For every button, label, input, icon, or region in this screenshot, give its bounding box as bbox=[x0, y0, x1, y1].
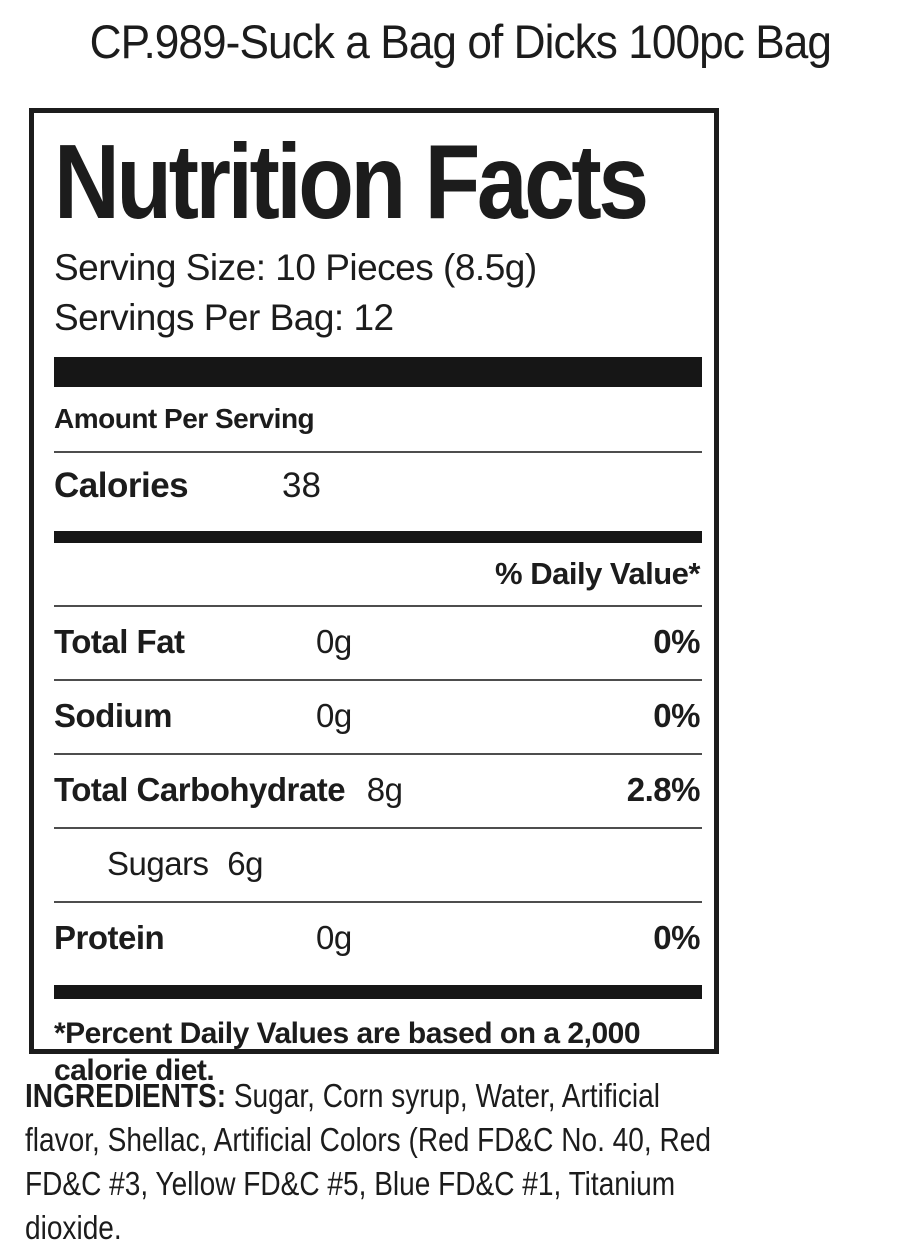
separator-bar-bottom bbox=[54, 984, 702, 999]
daily-value-header: % Daily Value* bbox=[495, 555, 700, 591]
nutrient-name: Sodium bbox=[54, 696, 173, 734]
divider bbox=[54, 752, 702, 755]
calories-row: Calories 38 bbox=[54, 453, 702, 521]
serving-info: Serving Size: 10 Pieces (8.5g) Servings … bbox=[54, 243, 702, 343]
calories-value: 38 bbox=[282, 465, 321, 505]
nutrition-facts-panel: Nutrition Facts Serving Size: 10 Pieces … bbox=[29, 108, 719, 1087]
nutrient-daily-value: 2.8% bbox=[626, 770, 701, 808]
separator-bar-thick bbox=[54, 356, 702, 387]
divider bbox=[54, 900, 702, 903]
nutrient-amount: 8g bbox=[366, 770, 403, 808]
nutrient-row-protein: Protein 0g 0% bbox=[54, 903, 702, 975]
nutrient-name: Protein bbox=[54, 918, 165, 956]
nutrient-amount: 0g bbox=[316, 622, 352, 660]
nutrient-amount: 6g bbox=[227, 844, 263, 882]
nutrition-facts-title: Nutrition Facts bbox=[54, 123, 649, 241]
divider bbox=[54, 604, 702, 607]
nutrient-row-total-carbohydrate: Total Carbohydrate 8g 2.8% bbox=[54, 755, 702, 827]
nutrient-row-total-fat: Total Fat 0g 0% bbox=[54, 607, 702, 679]
serving-size: Serving Size: 10 Pieces (8.5g) bbox=[54, 246, 537, 288]
separator-bar-medium bbox=[54, 530, 702, 543]
nutrient-amount: 0g bbox=[316, 918, 352, 956]
divider bbox=[54, 678, 702, 681]
nutrient-daily-value: 0% bbox=[653, 622, 700, 660]
nutrient-daily-value: 0% bbox=[653, 918, 700, 956]
divider bbox=[54, 826, 702, 829]
ingredients-text: Sugar, Corn syrup, Water, Artificial fla… bbox=[25, 1077, 711, 1246]
daily-value-footnote: *Percent Daily Values are based on a 2,0… bbox=[54, 1016, 641, 1087]
product-title: CP.989-Suck a Bag of Dicks 100pc Bag bbox=[0, 14, 921, 69]
servings-per-bag: Servings Per Bag: 12 bbox=[54, 296, 394, 338]
nutrient-name: Total Fat bbox=[54, 622, 185, 660]
ingredients-label: INGREDIENTS: bbox=[25, 1077, 227, 1114]
amount-per-serving-label: Amount Per Serving bbox=[54, 402, 315, 434]
divider bbox=[54, 450, 702, 453]
nutrient-daily-value: 0% bbox=[653, 696, 700, 734]
nutrient-name: Sugars bbox=[107, 844, 209, 882]
product-title-text: CP.989-Suck a Bag of Dicks 100pc Bag bbox=[89, 15, 832, 68]
nutrient-row-sodium: Sodium 0g 0% bbox=[54, 681, 702, 753]
nutrient-amount: 0g bbox=[316, 696, 352, 734]
ingredients-paragraph: INGREDIENTS: Sugar, Corn syrup, Water, A… bbox=[25, 1074, 731, 1250]
calories-label: Calories bbox=[54, 465, 189, 505]
nutrient-name: Total Carbohydrate bbox=[54, 770, 346, 808]
nutrient-row-sugars: Sugars 6g bbox=[54, 829, 702, 901]
